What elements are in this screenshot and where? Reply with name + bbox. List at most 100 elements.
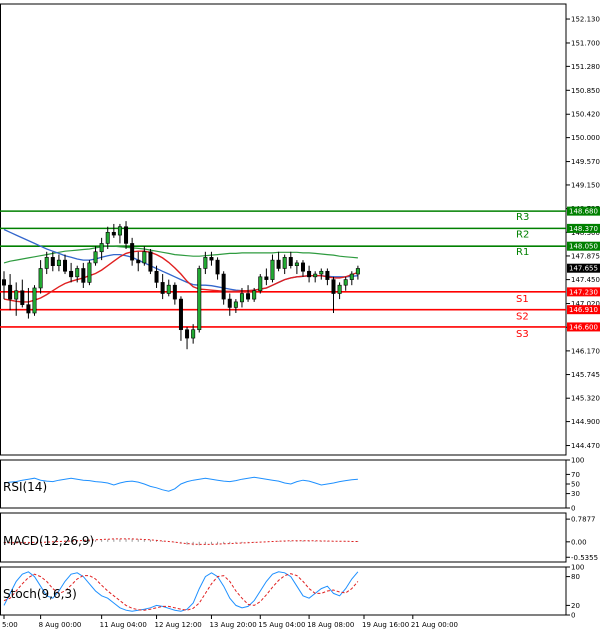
candle-body xyxy=(56,259,61,266)
y-tick-label: 0.7877 xyxy=(571,516,596,524)
candle-body xyxy=(14,290,19,300)
level-name-r3: R3 xyxy=(516,212,529,223)
level-badge-r1 xyxy=(567,241,600,251)
candle-body xyxy=(227,298,232,308)
candle-body xyxy=(148,251,153,272)
y-tick-label: 145.320 xyxy=(571,395,600,403)
y-tick-label: 100 xyxy=(571,457,584,465)
candle-body xyxy=(185,329,190,339)
x-tick-label: 13 Aug 20:00 xyxy=(209,621,256,629)
x-tick-label: 18 Aug 08:00 xyxy=(307,621,354,629)
candle-body xyxy=(154,270,159,283)
candle-body xyxy=(319,270,324,275)
candle-body xyxy=(288,257,293,266)
candle-body xyxy=(233,301,238,308)
candle-body xyxy=(160,282,165,294)
panel-frame-main xyxy=(0,3,567,456)
y-tick-label: 149.150 xyxy=(571,181,600,189)
candle-body xyxy=(111,231,116,236)
candle-body xyxy=(331,279,336,294)
x-tick-label: 11 Aug 04:00 xyxy=(100,621,147,629)
stoch-main-line xyxy=(3,571,359,612)
x-tick-label: 19 Aug 16:00 xyxy=(362,621,409,629)
candle-body xyxy=(1,279,7,286)
candle-body xyxy=(93,251,98,264)
candle-body xyxy=(26,304,31,314)
y-tick-label: 100 xyxy=(571,564,584,572)
y-tick-label: 20 xyxy=(571,602,580,610)
y-tick-label: 144.900 xyxy=(571,418,600,426)
candle-body xyxy=(282,257,287,269)
candle-body xyxy=(252,290,257,300)
level-name-r1: R1 xyxy=(516,247,529,258)
level-badge-text: 146.910 xyxy=(569,306,598,314)
candle-body xyxy=(142,251,147,264)
candle-body xyxy=(221,273,226,300)
candle-body xyxy=(325,270,330,280)
level-name-s1: S1 xyxy=(516,294,529,305)
y-tick-label: 0.00 xyxy=(571,538,587,546)
ma-line-red xyxy=(3,250,359,303)
candle-body xyxy=(337,284,342,294)
ma-line-green xyxy=(3,245,358,264)
y-tick-label: 150.850 xyxy=(571,87,600,95)
candle-body xyxy=(343,279,348,286)
level-badge-text: 148.050 xyxy=(569,243,598,251)
candle-body xyxy=(87,262,92,283)
y-tick-label: 50 xyxy=(571,481,580,489)
candle-body xyxy=(20,290,25,305)
candle-body xyxy=(264,276,269,280)
y-tick-label: 152.130 xyxy=(571,16,600,24)
level-badge-text: 147.230 xyxy=(569,288,598,296)
y-tick-label: 150.420 xyxy=(571,111,600,119)
y-tick-label: 151.700 xyxy=(571,39,600,47)
y-tick-label: 147.450 xyxy=(571,276,600,284)
candle-body xyxy=(32,287,37,314)
stoch-signal-line xyxy=(3,573,359,611)
level-badge-r3 xyxy=(567,206,600,216)
candle-body xyxy=(191,329,196,339)
candle-body xyxy=(8,284,13,300)
candle-body xyxy=(270,259,275,280)
level-badge-text: 146.600 xyxy=(569,323,598,331)
stoch-label: Stoch(9,6,3) xyxy=(3,587,77,601)
current-price-label: 147.655 xyxy=(569,265,598,273)
x-tick-label: 12 Aug 12:00 xyxy=(155,621,202,629)
level-name-s3: S3 xyxy=(516,329,529,340)
candle-body xyxy=(136,259,141,264)
y-tick-label: 149.570 xyxy=(571,158,600,166)
candle-body xyxy=(69,270,74,278)
y-tick-label: 0 xyxy=(571,612,575,620)
y-tick-label: -0.5355 xyxy=(571,554,598,562)
candle-body xyxy=(300,262,305,272)
level-badge-s1 xyxy=(567,287,600,297)
candle-body xyxy=(44,257,49,269)
candle-body xyxy=(130,243,135,261)
y-tick-label: 147.020 xyxy=(571,300,600,308)
level-badge-text: 148.680 xyxy=(569,208,598,216)
candle-body xyxy=(38,268,43,289)
x-tick-label: 5:00 xyxy=(2,621,18,629)
level-badge-text: 148.370 xyxy=(569,225,598,233)
panel-frame-stoch xyxy=(0,566,567,616)
panel-frame-macd xyxy=(0,512,567,563)
y-tick-label: 145.745 xyxy=(571,371,600,379)
level-name-r2: R2 xyxy=(516,229,529,240)
level-badge-r2 xyxy=(567,223,600,233)
y-tick-label: 150.000 xyxy=(571,134,600,142)
rsi-label: RSI(14) xyxy=(3,480,47,494)
candle-body xyxy=(276,259,281,269)
candle-body xyxy=(209,257,214,261)
y-tick-label: 30 xyxy=(571,490,580,498)
candle-body xyxy=(294,262,299,266)
candle-body xyxy=(117,226,122,236)
candle-body xyxy=(178,298,183,331)
macd-signal-line xyxy=(3,538,358,545)
rsi-line xyxy=(3,476,358,492)
candle-body xyxy=(105,231,110,244)
candle-body xyxy=(258,276,263,292)
candle-body xyxy=(215,259,220,275)
candle-body xyxy=(63,259,68,272)
y-tick-label: 80 xyxy=(571,573,580,581)
